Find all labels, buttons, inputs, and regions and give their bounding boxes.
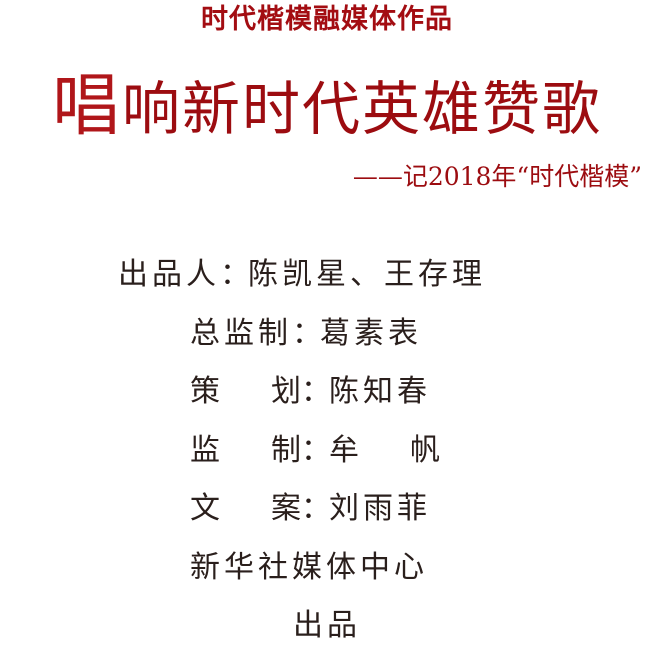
credit-names: 陈知春 <box>329 374 431 409</box>
credit-supervisor: 监制：牟帆 <box>0 430 654 489</box>
credit-role-char: 文 <box>190 491 220 526</box>
credit-role: 总监制 <box>190 315 292 351</box>
credit-colon: ： <box>301 432 331 468</box>
credit-role-char: 划 <box>271 374 301 409</box>
title-first-char: 唱 <box>51 67 122 146</box>
credit-names: 陈凯星、王存理 <box>248 257 486 292</box>
credit-role: 策划 <box>190 371 301 413</box>
credits-block: 出品人：陈凯星、王存理 总监制：葛素表 策划：陈知春 监制：牟帆 文案：刘雨菲 … <box>0 254 654 664</box>
credit-role: 监制 <box>190 430 301 472</box>
credit-role-char: 案 <box>271 491 301 526</box>
credit-colon: ： <box>292 315 322 351</box>
credit-role: 文案 <box>190 488 301 530</box>
credit-colon: ： <box>301 491 331 526</box>
credit-role-char: 策 <box>190 374 220 409</box>
page: 时代楷模融媒体作品 唱响新时代英雄赞歌 ——记2018年“时代楷模” 出品人：陈… <box>0 4 654 643</box>
credit-role: 出品人 <box>118 257 220 292</box>
credit-names: 刘雨菲 <box>329 491 431 526</box>
credit-name-char: 牟 <box>329 432 359 468</box>
credit-copywriter: 文案：刘雨菲 <box>0 488 654 547</box>
credit-planner: 策划：陈知春 <box>0 371 654 430</box>
main-title: 唱响新时代英雄赞歌 <box>0 72 654 144</box>
credit-produced: 出品 <box>293 608 361 643</box>
subtitle: ——记2018年“时代楷模” <box>352 162 642 191</box>
credit-chief-supervisor: 总监制：葛素表 <box>0 313 654 372</box>
credit-role-char: 制 <box>271 432 301 468</box>
credit-producer: 出品人：陈凯星、王存理 <box>0 254 654 313</box>
credit-colon: ： <box>301 374 331 409</box>
credit-organization: 新华社媒体中心 <box>190 549 428 585</box>
title-rest: 响新时代英雄赞歌 <box>122 75 603 143</box>
credit-colon: ： <box>220 257 250 292</box>
credit-names: 葛素表 <box>320 315 422 351</box>
credit-role-char: 监 <box>190 432 220 468</box>
credit-name-char: 帆 <box>410 432 440 468</box>
credit-names: 牟帆 <box>329 430 440 472</box>
series-kicker: 时代楷模融媒体作品 <box>201 4 453 35</box>
